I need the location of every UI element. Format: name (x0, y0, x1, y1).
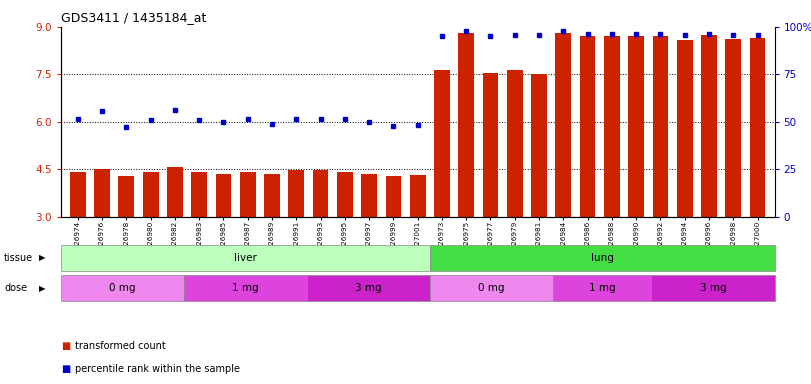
Text: GDS3411 / 1435184_at: GDS3411 / 1435184_at (61, 12, 206, 25)
Bar (313, 170, 328, 217)
Bar (556, 33, 571, 217)
Bar (604, 36, 620, 217)
Bar (531, 74, 547, 217)
Bar (458, 33, 474, 217)
Bar (749, 38, 766, 217)
Text: 0 mg: 0 mg (478, 283, 504, 293)
Bar (434, 70, 450, 217)
Text: ▶: ▶ (39, 253, 45, 262)
Bar (70, 172, 86, 217)
Bar (167, 167, 182, 217)
Bar (430, 245, 775, 271)
Bar (264, 174, 280, 217)
Bar (701, 35, 717, 217)
Text: 1 mg: 1 mg (232, 283, 259, 293)
Bar (677, 40, 693, 217)
Text: 3 mg: 3 mg (355, 283, 382, 293)
Bar (629, 36, 644, 217)
Text: 0 mg: 0 mg (109, 283, 135, 293)
Bar (653, 36, 668, 217)
Text: percentile rank within the sample: percentile rank within the sample (75, 364, 240, 374)
Text: dose: dose (4, 283, 28, 293)
Text: transformed count: transformed count (75, 341, 166, 351)
Bar (507, 70, 522, 217)
Bar (61, 275, 184, 301)
Bar (216, 174, 231, 217)
Bar (94, 169, 110, 217)
Bar (410, 175, 426, 217)
Text: tissue: tissue (4, 253, 33, 263)
Bar (289, 170, 304, 217)
Bar (184, 275, 307, 301)
Text: 3 mg: 3 mg (700, 283, 727, 293)
Text: lung: lung (590, 253, 614, 263)
Text: ■: ■ (61, 364, 70, 374)
Text: 1 mg: 1 mg (589, 283, 616, 293)
Bar (361, 174, 377, 217)
Bar (118, 176, 135, 217)
Bar (651, 275, 775, 301)
Text: ■: ■ (61, 341, 70, 351)
Bar (483, 73, 499, 217)
Text: liver: liver (234, 253, 257, 263)
Bar (307, 275, 430, 301)
Bar (580, 36, 595, 217)
Bar (240, 172, 255, 217)
Bar (337, 172, 353, 217)
Text: ▶: ▶ (39, 284, 45, 293)
Bar (61, 245, 430, 271)
Bar (430, 275, 553, 301)
Bar (191, 172, 207, 217)
Bar (553, 275, 651, 301)
Bar (143, 172, 158, 217)
Bar (385, 176, 401, 217)
Bar (725, 39, 741, 217)
